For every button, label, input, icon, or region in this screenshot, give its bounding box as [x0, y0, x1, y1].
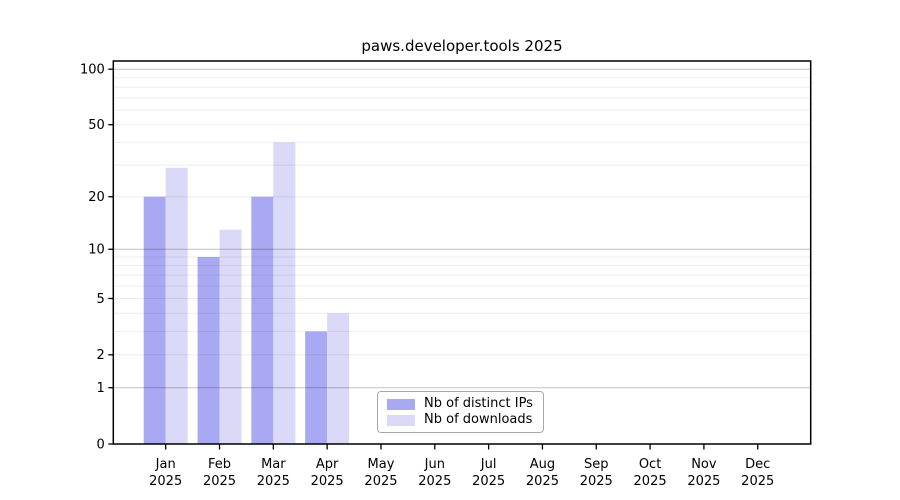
y-tick-label-2: 2	[97, 348, 105, 363]
x-tick-year-feb: 2025	[203, 474, 236, 489]
y-tick-label-5: 5	[97, 292, 105, 307]
y-tick-label-100: 100	[80, 62, 105, 77]
bar-nb-of-distinct-ips-jan	[143, 196, 166, 444]
x-tick-label-feb: Feb	[208, 457, 231, 472]
x-tick-label-jul: Jul	[480, 457, 497, 472]
x-tick-label-jan: Jan	[155, 457, 176, 472]
legend-entry-distinct-ips: Nb of distinct IPs	[387, 396, 535, 412]
x-tick-year-nov: 2025	[687, 474, 720, 489]
legend-swatch-downloads	[387, 414, 415, 426]
x-tick-year-apr: 2025	[311, 474, 344, 489]
x-tick-year-may: 2025	[364, 474, 397, 489]
x-tick-label-mar: Mar	[261, 457, 286, 472]
bar-nb-of-distinct-ips-feb	[197, 257, 220, 444]
bar-nb-of-distinct-ips-mar	[251, 196, 274, 444]
legend-entry-downloads: Nb of downloads	[387, 412, 535, 428]
bar-nb-of-downloads-apr	[327, 313, 350, 444]
x-tick-label-jun: Jun	[424, 457, 445, 472]
x-tick-year-jun: 2025	[418, 474, 451, 489]
x-tick-label-apr: Apr	[316, 457, 339, 472]
y-tick-label-1: 1	[97, 381, 105, 396]
y-tick-label-50: 50	[88, 118, 105, 133]
x-tick-label-aug: Aug	[530, 457, 555, 472]
legend: Nb of distinct IPs Nb of downloads	[377, 391, 544, 433]
chart-title: paws.developer.tools 2025	[361, 37, 563, 55]
x-tick-year-oct: 2025	[634, 474, 667, 489]
bar-nb-of-downloads-jan	[165, 167, 188, 444]
x-tick-year-jul: 2025	[472, 474, 505, 489]
x-tick-year-sep: 2025	[580, 474, 613, 489]
x-tick-label-may: May	[368, 457, 395, 472]
legend-label-downloads: Nb of downloads	[424, 412, 533, 427]
bar-nb-of-distinct-ips-apr	[305, 331, 328, 444]
x-tick-year-jan: 2025	[149, 474, 182, 489]
x-tick-label-sep: Sep	[584, 457, 609, 472]
y-tick-label-0: 0	[97, 437, 105, 452]
x-tick-label-nov: Nov	[691, 457, 717, 472]
legend-swatch-distinct-ips	[387, 398, 415, 410]
x-tick-year-dec: 2025	[741, 474, 774, 489]
bar-nb-of-downloads-mar	[273, 142, 296, 444]
x-tick-year-mar: 2025	[257, 474, 290, 489]
x-tick-label-dec: Dec	[745, 457, 770, 472]
bar-nb-of-downloads-feb	[219, 229, 242, 444]
x-tick-label-oct: Oct	[639, 457, 661, 472]
x-tick-year-aug: 2025	[526, 474, 559, 489]
y-tick-label-10: 10	[88, 243, 105, 258]
legend-label-distinct-ips: Nb of distinct IPs	[424, 396, 533, 411]
y-tick-label-20: 20	[88, 190, 105, 205]
plot-border	[112, 60, 812, 445]
